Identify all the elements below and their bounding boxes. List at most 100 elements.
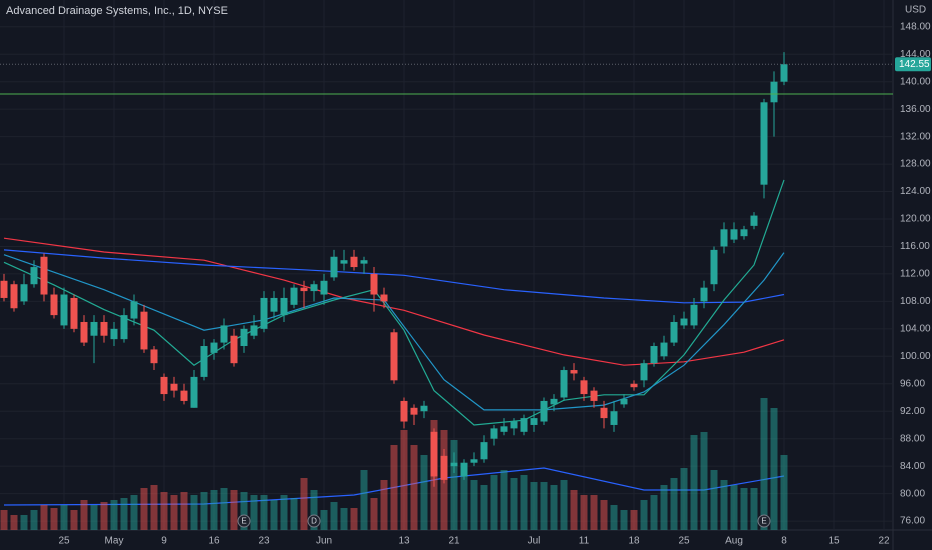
volume-bar xyxy=(670,478,678,530)
volume-bar xyxy=(550,485,558,530)
volume-bar xyxy=(600,500,608,530)
volume-bar xyxy=(710,470,718,530)
x-tick-label: 15 xyxy=(828,536,840,547)
candle-body xyxy=(180,390,188,401)
volume-bar xyxy=(30,510,38,530)
event-marker xyxy=(757,514,771,528)
candle-body xyxy=(640,363,648,381)
volume-bar xyxy=(180,492,188,530)
volume-bar xyxy=(270,500,278,530)
candle-body xyxy=(520,418,528,432)
candle-body xyxy=(100,321,108,336)
volume-bar xyxy=(590,495,598,530)
x-tick-label: May xyxy=(105,536,124,547)
volume-bar xyxy=(540,482,548,530)
x-tick-label: 11 xyxy=(579,536,590,547)
volume-bar xyxy=(610,505,618,530)
candle-body xyxy=(540,400,548,422)
y-tick-label: 76.00 xyxy=(900,516,925,527)
candle-body xyxy=(350,256,358,268)
volume-bar xyxy=(350,508,358,530)
candle-body xyxy=(750,215,758,226)
volume-bar xyxy=(190,495,198,530)
candles xyxy=(0,52,893,487)
volume-bar xyxy=(420,455,428,530)
moving-average xyxy=(3,252,785,411)
volume-bar xyxy=(770,408,778,530)
candle-body xyxy=(330,256,338,278)
candle-body xyxy=(420,405,428,412)
candle-body xyxy=(390,332,398,381)
volume-bar xyxy=(380,480,388,530)
candle-body xyxy=(370,273,378,295)
axes: 76.00 80.00 84.00 88.00 92.00 96.00 100.00 104.… xyxy=(58,21,931,546)
volume-bar xyxy=(160,492,168,530)
candle-body xyxy=(780,64,788,82)
candle-body xyxy=(0,280,8,298)
candle-body xyxy=(500,426,508,432)
candle-body xyxy=(410,407,418,415)
volume-bar xyxy=(780,455,788,530)
candle-body xyxy=(340,260,348,264)
candle-body xyxy=(230,335,238,364)
candle-body xyxy=(400,400,408,422)
candle-body xyxy=(560,370,568,398)
y-tick-label: 80.00 xyxy=(900,488,925,499)
volume-bar xyxy=(130,495,138,530)
candle-body xyxy=(30,267,38,285)
candle-body xyxy=(600,407,608,419)
volume-bar xyxy=(200,492,208,530)
candle-body xyxy=(160,376,168,395)
moving-average xyxy=(3,237,785,366)
volume-bar xyxy=(70,510,78,530)
candle-body xyxy=(290,287,298,305)
volume-bar xyxy=(20,515,28,530)
moving-average xyxy=(3,249,785,304)
moving-averages xyxy=(3,179,785,426)
x-tick-label: 25 xyxy=(58,536,70,547)
volume-bar xyxy=(450,440,458,530)
currency: USD xyxy=(905,5,926,16)
x-tick-label: Jul xyxy=(528,536,541,547)
volume-bar xyxy=(620,510,628,530)
candle-body xyxy=(680,318,688,326)
volume-bar xyxy=(580,495,588,530)
candle-body xyxy=(150,349,158,364)
volume-bar xyxy=(650,495,658,530)
candle-body xyxy=(460,462,468,477)
candle-body xyxy=(510,421,518,429)
x-tick-label: 9 xyxy=(161,536,167,547)
volume-bar xyxy=(10,515,18,530)
event-label: D xyxy=(311,517,317,526)
y-tick-label: 84.00 xyxy=(900,461,925,472)
candle-body xyxy=(280,297,288,316)
volume-bar xyxy=(570,490,578,530)
x-tick-label: 22 xyxy=(878,536,890,547)
volume-bar xyxy=(50,508,58,530)
candle-body xyxy=(90,321,98,336)
candle-body xyxy=(380,294,388,302)
candle-body xyxy=(210,342,218,353)
volume-bar xyxy=(260,495,268,530)
candle-body xyxy=(700,287,708,302)
candle-body xyxy=(760,102,768,185)
x-tick-label: 18 xyxy=(628,536,640,547)
candle-body xyxy=(480,442,488,460)
volume-bar xyxy=(360,470,368,530)
candle-body xyxy=(630,383,638,388)
volume-bar xyxy=(240,492,248,530)
candle-body xyxy=(60,294,68,326)
candle-body xyxy=(650,346,658,364)
volume-bar xyxy=(110,500,118,530)
event-marker xyxy=(237,514,251,528)
candle-body xyxy=(720,229,728,247)
candle-body xyxy=(20,284,28,302)
candle-body xyxy=(730,229,738,240)
volume-bar xyxy=(560,480,568,530)
volume-bar xyxy=(300,478,308,530)
candle-body xyxy=(110,328,118,340)
volume-bar xyxy=(330,502,338,530)
candle-body xyxy=(570,370,578,374)
candle-body xyxy=(80,321,88,343)
volume-bar xyxy=(690,435,698,530)
